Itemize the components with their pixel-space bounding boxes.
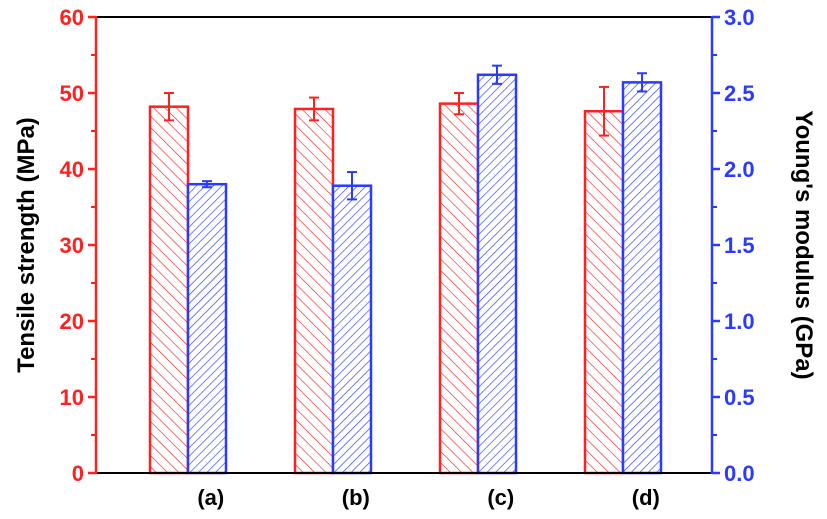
youngs-modulus-bar [331, 184, 373, 475]
category-label: (c) [487, 485, 514, 510]
youngs-modulus-bar [186, 182, 228, 475]
right-axis-tick-label: 1.5 [724, 233, 755, 258]
youngs-modulus-bar [621, 81, 663, 475]
tensile-strength-bar [293, 107, 335, 475]
right-axis-ticks: 0.0 0.5 1.0 1.5 2.0 2.5 3.0 [712, 5, 755, 486]
right-axis-tick-label: 0.5 [724, 385, 755, 410]
category-label: (a) [197, 485, 224, 510]
left-axis-tick-label: 30 [60, 233, 84, 258]
left-axis-tick-label: 20 [60, 309, 84, 334]
tensile-strength-bar [583, 109, 625, 475]
left-axis-title: Tensile strength (MPa) [13, 117, 40, 373]
tensile-strength-bar [438, 102, 480, 475]
category-labels: (a) (b) (c) (d) [197, 485, 659, 510]
category-label: (d) [632, 485, 660, 510]
right-axis-title: Young's modulus (GPa) [790, 110, 817, 379]
bars-layer [148, 73, 663, 475]
left-axis-tick-label: 0 [72, 461, 84, 486]
right-axis-tick-label: 1.0 [724, 309, 755, 334]
left-axis-tick-label: 40 [60, 157, 84, 182]
category-label: (b) [342, 485, 370, 510]
right-axis-tick-label: 2.0 [724, 157, 755, 182]
left-axis-tick-label: 60 [60, 5, 84, 30]
left-axis-tick-label: 50 [60, 81, 84, 106]
left-axis-ticks: 0 10 20 30 40 50 60 [60, 5, 96, 486]
right-axis-tick-label: 3.0 [724, 5, 755, 30]
right-axis-tick-label: 2.5 [724, 81, 755, 106]
left-axis-tick-label: 10 [60, 385, 84, 410]
tensile-strength-bar [148, 105, 190, 475]
youngs-modulus-bar [476, 73, 518, 475]
right-axis-tick-label: 0.0 [724, 461, 755, 486]
error-bars-layer [164, 64, 647, 201]
